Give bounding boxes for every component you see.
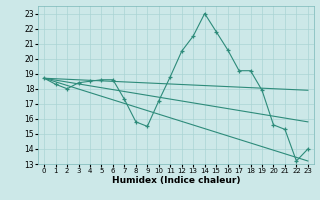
X-axis label: Humidex (Indice chaleur): Humidex (Indice chaleur)	[112, 176, 240, 185]
